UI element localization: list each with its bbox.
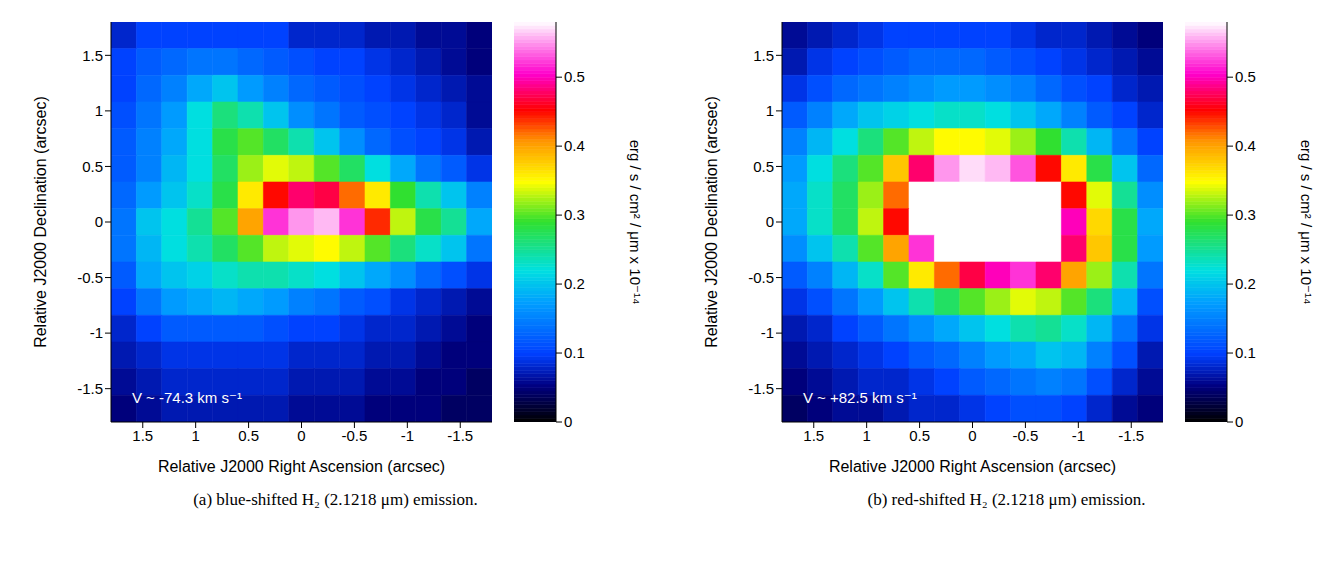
svg-text:-1: -1 bbox=[1071, 427, 1084, 444]
svg-text:0.5: 0.5 bbox=[564, 68, 585, 85]
svg-text:0: 0 bbox=[94, 213, 102, 230]
svg-text:0.2: 0.2 bbox=[1235, 275, 1256, 292]
svg-text:0.5: 0.5 bbox=[909, 427, 930, 444]
svg-text:0: 0 bbox=[765, 213, 773, 230]
svg-text:-0.5: -0.5 bbox=[77, 269, 103, 286]
svg-text:V ~ -74.3 km s⁻¹: V ~ -74.3 km s⁻¹ bbox=[131, 389, 241, 406]
svg-text:0.1: 0.1 bbox=[564, 344, 585, 361]
svg-text:erg / s / cm² / μm x 10⁻¹⁴: erg / s / cm² / μm x 10⁻¹⁴ bbox=[1297, 140, 1314, 305]
html-text:(a) blue-shifted H₂ (2.1218 μm: (a) blue-shifted H₂ (2.1218 μm) emission… bbox=[193, 490, 478, 509]
svg-text:0: 0 bbox=[564, 413, 572, 430]
svg-text:1.5: 1.5 bbox=[753, 47, 774, 64]
svg-text:-1: -1 bbox=[760, 324, 773, 341]
svg-text:Relative J2000 Right Ascension: Relative J2000 Right Ascension (arcsec) bbox=[828, 458, 1115, 475]
svg-text:1.5: 1.5 bbox=[803, 427, 824, 444]
svg-text:Relative J2000 Declination (ar: Relative J2000 Declination (arcsec) bbox=[702, 96, 719, 348]
svg-text:0: 0 bbox=[297, 427, 305, 444]
svg-text:0.5: 0.5 bbox=[82, 158, 103, 175]
html-text:(b) red-shifted H₂ (2.1218 μm): (b) red-shifted H₂ (2.1218 μm) emission. bbox=[867, 490, 1146, 509]
svg-text:-1: -1 bbox=[400, 427, 413, 444]
svg-text:0.2: 0.2 bbox=[564, 275, 585, 292]
svg-text:1: 1 bbox=[862, 427, 870, 444]
svg-text:erg / s / cm² / μm x 10⁻¹⁴: erg / s / cm² / μm x 10⁻¹⁴ bbox=[626, 140, 643, 305]
svg-text:0.3: 0.3 bbox=[1235, 206, 1256, 223]
svg-text:Relative J2000 Declination (ar: Relative J2000 Declination (arcsec) bbox=[31, 96, 48, 348]
svg-text:1.5: 1.5 bbox=[132, 427, 153, 444]
svg-text:0.5: 0.5 bbox=[753, 158, 774, 175]
svg-text:1: 1 bbox=[191, 427, 199, 444]
svg-text:-1.5: -1.5 bbox=[447, 427, 473, 444]
svg-text:-0.5: -0.5 bbox=[1012, 427, 1038, 444]
svg-text:1.5: 1.5 bbox=[82, 47, 103, 64]
svg-text:1: 1 bbox=[94, 102, 102, 119]
svg-text:0: 0 bbox=[1235, 413, 1243, 430]
svg-text:-1.5: -1.5 bbox=[1118, 427, 1144, 444]
svg-text:0.4: 0.4 bbox=[1235, 137, 1256, 154]
svg-text:-1.5: -1.5 bbox=[748, 380, 774, 397]
svg-text:-0.5: -0.5 bbox=[341, 427, 367, 444]
svg-text:0.5: 0.5 bbox=[238, 427, 259, 444]
svg-text:-1: -1 bbox=[89, 324, 102, 341]
svg-text:Relative J2000 Right Ascension: Relative J2000 Right Ascension (arcsec) bbox=[157, 458, 444, 475]
svg-text:0: 0 bbox=[968, 427, 976, 444]
svg-text:0.1: 0.1 bbox=[1235, 344, 1256, 361]
svg-text:-1.5: -1.5 bbox=[77, 380, 103, 397]
svg-text:V ~ +82.5 km s⁻¹: V ~ +82.5 km s⁻¹ bbox=[802, 389, 916, 406]
svg-text:0.5: 0.5 bbox=[1235, 68, 1256, 85]
svg-text:0.3: 0.3 bbox=[564, 206, 585, 223]
svg-text:-0.5: -0.5 bbox=[748, 269, 774, 286]
svg-text:0.4: 0.4 bbox=[564, 137, 585, 154]
svg-text:1: 1 bbox=[765, 102, 773, 119]
